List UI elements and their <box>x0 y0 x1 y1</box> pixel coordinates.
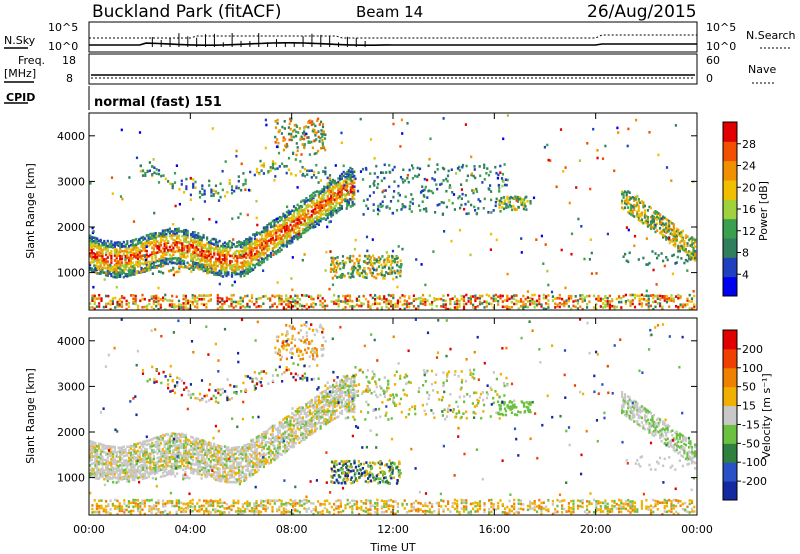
colorbar-segment <box>723 141 737 162</box>
noise-tick-top-right: 10^5 <box>706 21 736 34</box>
colorbar-segment <box>723 443 737 463</box>
colorbar-segment <box>723 481 737 501</box>
time-x-axis: 00:00 04:00 08:00 12:00 16:00 20:00 00:00 <box>73 113 713 536</box>
beam-title: Beam 14 <box>356 3 423 21</box>
nave-tick-top: 60 <box>706 54 720 67</box>
colorbar-tick-label: -100 <box>742 456 767 469</box>
colorbar-tick-label: 24 <box>742 160 756 173</box>
freq-tick-bottom: 8 <box>66 72 73 85</box>
site-title: Buckland Park (fitACF) <box>92 2 282 22</box>
x-tick-label: 16:00 <box>478 523 510 536</box>
y-tick-label: 3000 <box>57 175 85 188</box>
freq-label: Freq. <box>18 54 45 67</box>
velocity-heatmap <box>89 318 697 516</box>
colorbar-tick-label: 4 <box>742 268 749 281</box>
colorbar-tick-label: 50 <box>742 381 756 394</box>
power-y-axis: 4000 3000 2000 1000 <box>57 130 697 280</box>
nsearch-label: N.Search <box>746 29 796 42</box>
x-tick-label: 12:00 <box>377 523 409 536</box>
cpid-label: CPID <box>6 91 35 104</box>
colorbar-tick-label: 8 <box>742 247 749 260</box>
colorbar-segment <box>723 330 737 350</box>
nsky-label: N.Sky <box>4 34 36 47</box>
power-colorbar: 28 24 20 16 12 8 4 <box>722 121 756 297</box>
velocity-colorbar-label: Velocity [m s⁻¹] <box>760 373 773 458</box>
nsearch-series <box>89 34 697 39</box>
colorbar-segment <box>723 160 737 181</box>
noise-spikes <box>151 33 366 47</box>
colorbar-segment <box>723 122 737 142</box>
colorbar-tick-label: 20 <box>742 181 756 194</box>
colorbar-segment <box>723 276 737 297</box>
x-tick-label: 08:00 <box>276 523 308 536</box>
colorbar-segment <box>723 180 737 200</box>
velocity-colorbar: 200 100 50 15 -15 -50 -100 -200 <box>722 329 767 501</box>
y-tick-label: 4000 <box>57 335 85 348</box>
colorbar-tick-label: -15 <box>742 418 760 431</box>
noise-tick-top-left: 10^5 <box>48 21 78 34</box>
colorbar-tick-label: 28 <box>742 138 756 151</box>
colorbar-tick-label: 12 <box>742 225 756 238</box>
cpid-value: normal (fast) 151 <box>94 95 222 110</box>
colorbar-tick-label: -200 <box>742 475 767 488</box>
time-x-label: Time UT <box>369 541 415 554</box>
date-title: 26/Aug/2015 <box>587 2 697 22</box>
velocity-y-label: Slant Range [km] <box>24 368 37 464</box>
power-heatmap <box>89 114 697 311</box>
colorbar-segment <box>723 462 737 482</box>
noise-tick-bottom-right: 10^0 <box>706 40 736 53</box>
colorbar-tick-label: 16 <box>742 203 756 216</box>
colorbar-segment <box>723 367 737 388</box>
y-tick-label: 1000 <box>57 267 85 280</box>
y-tick-label: 4000 <box>57 130 85 143</box>
x-tick-label: 20:00 <box>580 523 612 536</box>
colorbar-segment <box>723 424 737 444</box>
colorbar-segment <box>723 386 737 407</box>
y-tick-label: 3000 <box>57 380 85 393</box>
colorbar-segment <box>723 199 737 220</box>
power-colorbar-label: Power [dB] <box>757 181 770 241</box>
power-panel: 4000 3000 2000 1000 Slant Range [km] 28 24 20… <box>24 112 770 311</box>
velocity-panel: 4000 3000 2000 1000 Slant Range [km] 200 100… <box>24 113 773 554</box>
colorbar-tick-label: 200 <box>742 343 763 356</box>
freq-tick-top: 18 <box>62 54 76 67</box>
freq-unit-label: [MHz] <box>4 67 36 80</box>
nsky-series <box>89 41 697 47</box>
noise-panel: N.Sky N.Search 10^5 10^0 10^5 10^0 <box>4 21 796 53</box>
colorbar-segment <box>723 218 737 239</box>
colorbar-segment <box>723 348 737 369</box>
power-y-label: Slant Range [km] <box>24 163 37 259</box>
nave-tick-bottom: 0 <box>706 72 713 85</box>
y-tick-label: 2000 <box>57 426 85 439</box>
colorbar-tick-label: -50 <box>742 437 760 450</box>
colorbar-segment <box>723 257 737 278</box>
colorbar-segment <box>723 238 737 258</box>
freq-panel: Freq. [MHz] 18 8 60 0 Nave <box>4 53 776 85</box>
x-tick-label: 04:00 <box>174 523 206 536</box>
y-tick-label: 1000 <box>57 472 85 485</box>
nave-label: Nave <box>748 63 776 76</box>
x-tick-label: 00:00 <box>681 523 713 536</box>
colorbar-tick-label: 15 <box>742 400 756 413</box>
noise-tick-bottom-left: 10^0 <box>48 40 78 53</box>
y-tick-label: 2000 <box>57 221 85 234</box>
colorbar-tick-label: 100 <box>742 362 763 375</box>
x-tick-label: 00:00 <box>73 523 105 536</box>
velocity-y-axis: 4000 3000 2000 1000 <box>57 335 697 485</box>
colorbar-segment <box>723 405 737 425</box>
cpid-row: CPID normal (fast) 151 <box>4 86 222 110</box>
